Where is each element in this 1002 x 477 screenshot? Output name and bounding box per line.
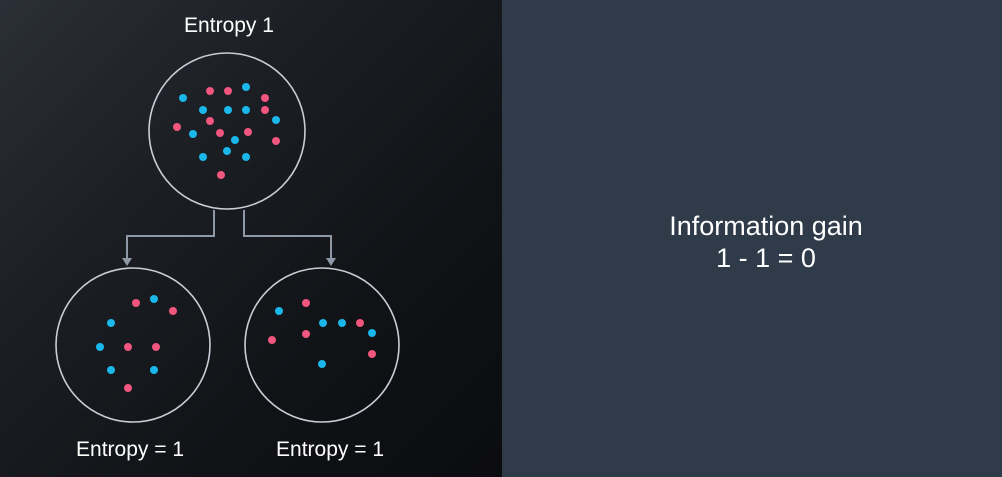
blue-point bbox=[107, 366, 115, 374]
pink-point bbox=[272, 137, 280, 145]
pink-point bbox=[356, 319, 364, 327]
pink-point bbox=[268, 336, 276, 344]
blue-point bbox=[275, 307, 283, 315]
pink-point bbox=[216, 129, 224, 137]
information-gain-panel: Information gain 1 - 1 = 0 bbox=[502, 0, 1002, 477]
pink-point bbox=[124, 384, 132, 392]
blue-point bbox=[318, 360, 326, 368]
blue-point bbox=[231, 136, 239, 144]
blue-point bbox=[189, 130, 197, 138]
pink-point bbox=[368, 350, 376, 358]
root-node-circle bbox=[148, 52, 306, 210]
blue-point bbox=[224, 106, 232, 114]
pink-point bbox=[124, 343, 132, 351]
right-child-circle bbox=[244, 267, 400, 423]
pink-point bbox=[152, 343, 160, 351]
pink-point bbox=[261, 106, 269, 114]
information-gain-text: Information gain 1 - 1 = 0 bbox=[669, 210, 863, 274]
blue-point bbox=[107, 319, 115, 327]
blue-point bbox=[272, 116, 280, 124]
blue-point bbox=[199, 106, 207, 114]
right-child-label: Entropy = 1 bbox=[276, 438, 384, 461]
pink-point bbox=[173, 123, 181, 131]
left-child-label: Entropy = 1 bbox=[76, 438, 184, 461]
root-node-points bbox=[173, 83, 280, 179]
pink-point bbox=[217, 171, 225, 179]
pink-point bbox=[206, 117, 214, 125]
blue-point bbox=[368, 329, 376, 337]
pink-point bbox=[302, 299, 310, 307]
blue-point bbox=[150, 366, 158, 374]
pink-point bbox=[206, 87, 214, 95]
pink-point bbox=[261, 94, 269, 102]
connectors bbox=[122, 210, 336, 266]
blue-point bbox=[96, 343, 104, 351]
information-gain-title: Information gain bbox=[669, 211, 863, 241]
blue-point bbox=[338, 319, 346, 327]
decision-tree-diagram: Entropy 1 Entropy = 1 Entropy = 1 bbox=[0, 0, 502, 477]
information-gain-equation: 1 - 1 = 0 bbox=[716, 243, 816, 273]
blue-point bbox=[179, 94, 187, 102]
blue-point bbox=[242, 106, 250, 114]
pink-point bbox=[244, 128, 252, 136]
right-child-points bbox=[268, 299, 376, 368]
pink-point bbox=[169, 307, 177, 315]
pink-point bbox=[302, 330, 310, 338]
blue-point bbox=[319, 319, 327, 327]
left-branch-connector bbox=[126, 210, 215, 258]
pink-point bbox=[224, 87, 232, 95]
blue-point bbox=[242, 153, 250, 161]
left-child-circle bbox=[55, 267, 211, 423]
blue-point bbox=[150, 295, 158, 303]
right-branch-arrowhead bbox=[326, 258, 336, 266]
root-node-label: Entropy 1 bbox=[184, 14, 274, 37]
blue-point bbox=[223, 147, 231, 155]
left-branch-arrowhead bbox=[122, 258, 132, 266]
left-child-points bbox=[96, 295, 177, 392]
tree-svg bbox=[55, 52, 400, 423]
blue-point bbox=[242, 83, 250, 91]
right-branch-connector bbox=[243, 210, 332, 258]
blue-point bbox=[199, 153, 207, 161]
pink-point bbox=[132, 299, 140, 307]
